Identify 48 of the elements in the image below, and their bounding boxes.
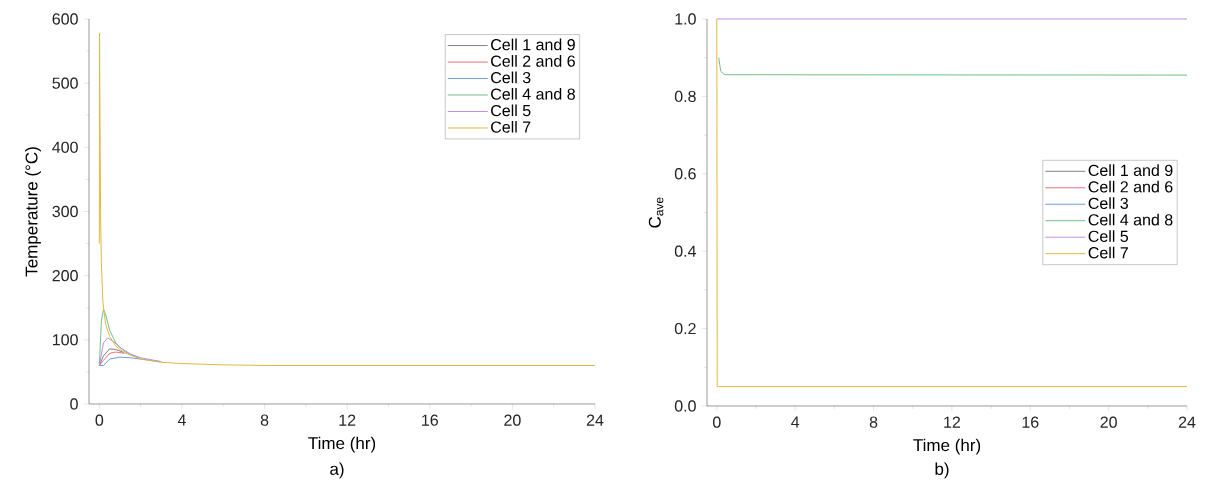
x-tick-label: 24 xyxy=(1178,416,1196,428)
x-tick-label: 0 xyxy=(95,414,104,426)
legend-label: Cell 5 xyxy=(1088,230,1129,242)
legend-label: Cell 7 xyxy=(1088,246,1128,259)
x-tick-label: 12 xyxy=(944,416,960,428)
x-tick-label: 16 xyxy=(1022,416,1039,428)
x-tick-label: 16 xyxy=(422,414,438,426)
x-axis-title: Time (hr) xyxy=(308,436,376,453)
legend-label: Cell 1 and 9 xyxy=(1088,164,1173,177)
text: b) xyxy=(935,462,949,479)
line-series xyxy=(718,57,1188,76)
x-tick-label: 20 xyxy=(504,414,521,426)
y-tick-label: 300 xyxy=(52,205,78,218)
line-series xyxy=(98,337,162,366)
x-tick-label: 4 xyxy=(791,416,800,428)
legend-label: Cell 3 xyxy=(491,71,531,84)
legend-label: Cell 4 and 8 xyxy=(491,88,575,100)
legend-label: Cell 5 xyxy=(491,104,531,117)
y-tick-label: 400 xyxy=(52,141,78,153)
y-tick-label: 0.0 xyxy=(674,400,696,412)
line-series xyxy=(98,32,596,366)
y-tick-label: 600 xyxy=(52,13,78,25)
y-tick-label: 0.8 xyxy=(674,90,696,103)
x-tick-label: 8 xyxy=(869,416,878,428)
x-tick-label: 24 xyxy=(586,414,604,426)
legend-label: Cell 2 and 6 xyxy=(1088,180,1173,193)
x-tick-label: 4 xyxy=(177,414,186,426)
legend-label: Cell 2 and 6 xyxy=(491,55,575,67)
y-axis-title: C$_{ave}$ xyxy=(648,197,664,228)
legend-label: Cell 4 and 8 xyxy=(1088,213,1173,226)
x-axis-title: Time (hr) xyxy=(913,438,981,455)
x-tick-label: 8 xyxy=(260,414,269,426)
legend-label: Cell 1 and 9 xyxy=(491,38,575,51)
x-tick-label: 20 xyxy=(1100,416,1117,428)
x-tick-label: 12 xyxy=(339,414,356,426)
y-axis-title: Temperature (°C) xyxy=(25,147,41,277)
y-tick-label: 0.4 xyxy=(674,245,697,257)
y-tick-label: 500 xyxy=(52,77,78,89)
legend-label: Cell 7 xyxy=(491,120,531,133)
text: a) xyxy=(330,462,344,479)
y-tick-label: 100 xyxy=(53,334,78,346)
y-tick-label: 0.6 xyxy=(674,168,696,180)
legend-label: Cell 3 xyxy=(1088,197,1129,209)
y-tick-label: 1.0 xyxy=(675,13,696,25)
y-tick-label: 0.2 xyxy=(674,322,696,335)
y-tick-label: 0 xyxy=(70,398,78,410)
x-tick-label: 0 xyxy=(712,416,721,428)
y-tick-label: 200 xyxy=(52,269,78,282)
